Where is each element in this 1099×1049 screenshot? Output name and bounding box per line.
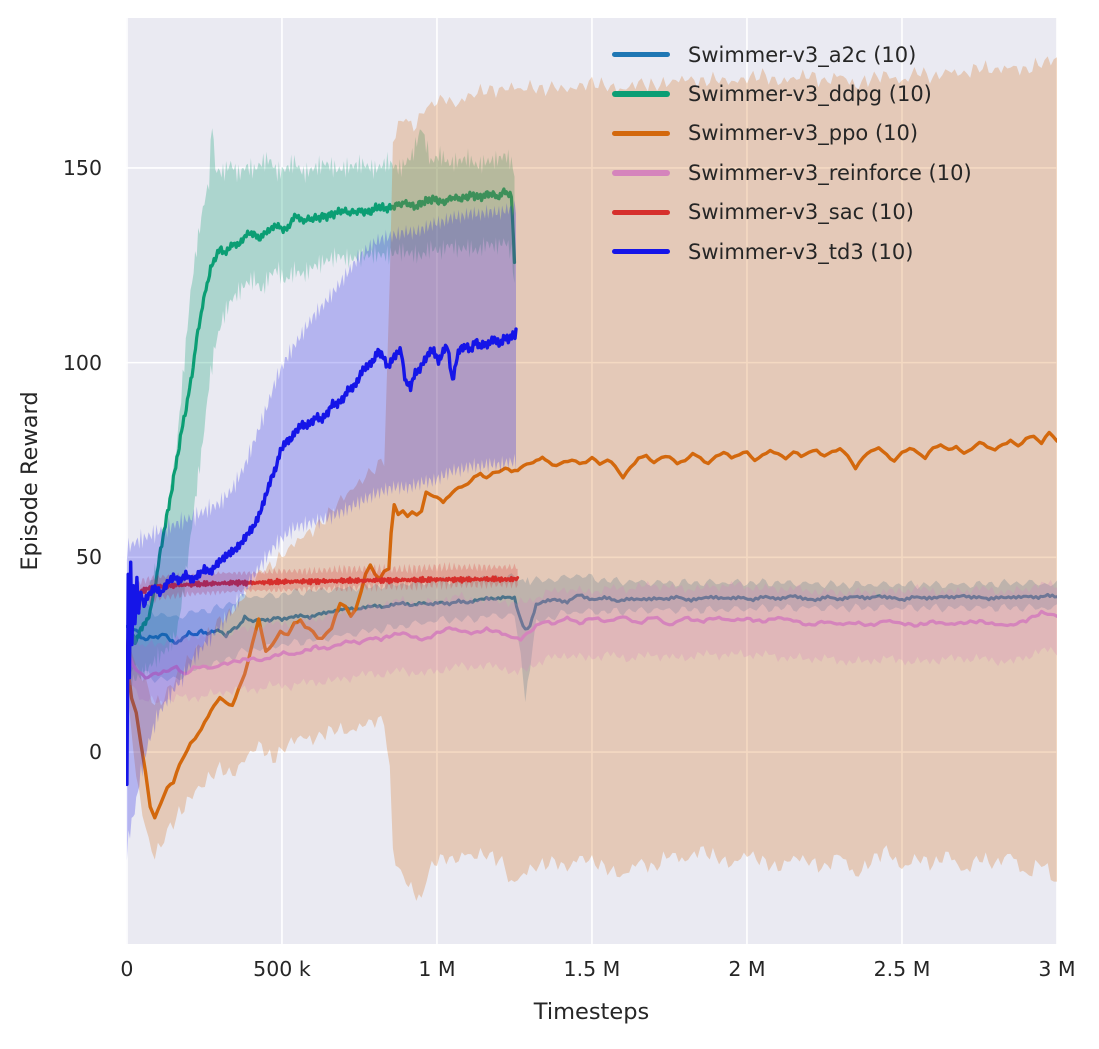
legend-swatch-ppo <box>612 130 670 137</box>
legend-item-ppo: Swimmer-v3_ppo (10) <box>612 114 972 153</box>
series-line-td3 <box>126 327 518 787</box>
legend-swatch-reinforce <box>612 170 670 176</box>
legend-item-ddpg: Swimmer-v3_ddpg (10) <box>612 74 972 113</box>
series-band-a2c <box>126 573 1057 703</box>
x-tick-label-2m: 2 M <box>728 957 766 981</box>
x-tick-label-1.5m: 1.5 M <box>563 957 621 981</box>
series-band-sac <box>126 561 518 664</box>
legend-label-td3: Swimmer-v3_td3 (10) <box>688 239 914 264</box>
series-line-a2c <box>126 592 1057 645</box>
x-tick-label-3m: 3 M <box>1038 957 1076 981</box>
series-band-reinforce <box>126 579 1057 706</box>
series-line-ppo <box>126 430 1057 820</box>
series-line-reinforce <box>126 609 1057 680</box>
legend-swatch-td3 <box>612 248 670 255</box>
legend-item-td3: Swimmer-v3_td3 (10) <box>612 232 972 271</box>
legend-item-a2c: Swimmer-v3_a2c (10) <box>612 35 972 74</box>
legend-swatch-a2c <box>612 51 670 58</box>
legend: Swimmer-v3_a2c (10) Swimmer-v3_ddpg (10) S… <box>612 35 972 271</box>
y-tick-label-0: 0 <box>88 740 102 765</box>
legend-swatch-ddpg <box>612 91 670 97</box>
series-line-sac <box>126 575 520 655</box>
legend-label-ddpg: Swimmer-v3_ddpg (10) <box>688 82 932 107</box>
x-tick-label-0: 0 <box>120 957 134 981</box>
legend-item-reinforce: Swimmer-v3_reinforce (10) <box>612 153 972 192</box>
x-tick-label-1m: 1 M <box>418 957 456 981</box>
y-tick-label-150: 150 <box>62 155 102 180</box>
y-tick-label-50: 50 <box>75 545 102 570</box>
legend-label-sac: Swimmer-v3_sac (10) <box>688 200 914 225</box>
legend-label-a2c: Swimmer-v3_a2c (10) <box>688 42 917 67</box>
x-axis-label: Timesteps <box>533 999 650 1025</box>
legend-label-reinforce: Swimmer-v3_reinforce (10) <box>688 160 972 185</box>
legend-swatch-sac <box>612 209 670 215</box>
gridlines <box>126 18 1058 944</box>
series-band-ppo <box>126 56 1057 901</box>
y-tick-label-100: 100 <box>62 350 102 375</box>
x-tick-label-500k: 500 k <box>253 957 311 981</box>
series-line-ddpg <box>126 187 517 651</box>
series-band-td3 <box>126 200 517 861</box>
x-tick-label-2.5m: 2.5 M <box>873 957 931 981</box>
legend-label-ppo: Swimmer-v3_ppo (10) <box>688 121 919 146</box>
legend-item-sac: Swimmer-v3_sac (10) <box>612 193 972 232</box>
series-band-ddpg <box>126 128 515 691</box>
